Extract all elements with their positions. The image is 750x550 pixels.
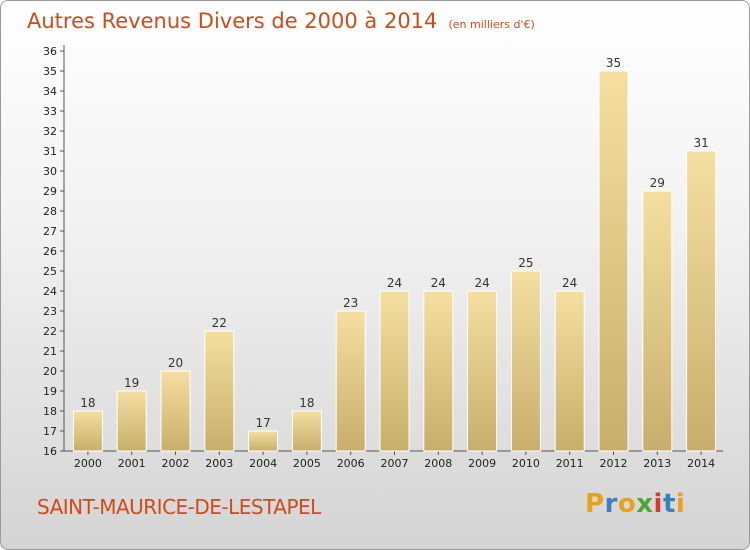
logo-letter: o bbox=[617, 489, 637, 519]
y-tick-label: 30 bbox=[43, 165, 57, 178]
y-tick-label: 23 bbox=[43, 305, 57, 318]
value-label-2013: 29 bbox=[650, 176, 665, 190]
x-tick-label-2009: 2009 bbox=[468, 457, 496, 470]
y-tick-label: 29 bbox=[43, 185, 57, 198]
x-tick-label-2011: 2011 bbox=[556, 457, 584, 470]
value-label-2007: 24 bbox=[387, 276, 402, 290]
y-tick-label: 33 bbox=[43, 105, 57, 118]
logo-letter: i bbox=[653, 489, 663, 519]
x-tick-label-2014: 2014 bbox=[687, 457, 715, 470]
value-label-2001: 19 bbox=[124, 376, 139, 390]
proxiti-logo: Proxiti bbox=[585, 489, 685, 519]
bar-2012 bbox=[598, 70, 629, 452]
x-tick-label-2006: 2006 bbox=[337, 457, 365, 470]
y-ticks: 16 17 18 19 20 21 22 23 24 25 26 27 28 29 30 31 32 33 34 35… bbox=[43, 45, 64, 458]
logo-letter: P bbox=[585, 489, 605, 519]
x-tick-label-2005: 2005 bbox=[293, 457, 321, 470]
x-tick-label-2004: 2004 bbox=[249, 457, 277, 470]
bar-2000 bbox=[72, 410, 103, 452]
value-label-2008: 24 bbox=[431, 276, 446, 290]
value-label-2012: 35 bbox=[606, 56, 621, 70]
value-label-2004: 17 bbox=[255, 416, 270, 430]
logo-letter: x bbox=[636, 489, 654, 519]
value-label-2006: 23 bbox=[343, 296, 358, 310]
y-tick-label: 17 bbox=[43, 425, 57, 438]
x-ticks: 2000 2001 2002 2003 2004 2005 2006 2007 2008 2009… bbox=[74, 451, 715, 470]
y-tick-label: 16 bbox=[43, 445, 57, 458]
bars bbox=[72, 70, 717, 452]
bar-2010 bbox=[510, 270, 541, 452]
logo-letter: t bbox=[662, 489, 676, 519]
bar-2009 bbox=[467, 290, 498, 452]
value-label-2003: 22 bbox=[212, 316, 227, 330]
y-tick-label: 20 bbox=[43, 365, 57, 378]
bar-2014 bbox=[686, 150, 717, 452]
value-label-2014: 31 bbox=[693, 136, 708, 150]
chart-subtitle: (en milliers d'€) bbox=[448, 18, 535, 31]
logo-letter: i bbox=[675, 489, 686, 519]
y-tick-label: 18 bbox=[43, 405, 57, 418]
x-tick-label-2000: 2000 bbox=[74, 457, 102, 470]
y-tick-label: 36 bbox=[43, 45, 57, 58]
x-tick-label-2010: 2010 bbox=[512, 457, 540, 470]
y-tick-label: 22 bbox=[43, 325, 57, 338]
x-tick-label-2002: 2002 bbox=[162, 457, 190, 470]
bar-2011 bbox=[554, 290, 585, 452]
y-tick-label: 24 bbox=[43, 285, 57, 298]
bar-2003 bbox=[204, 330, 235, 452]
y-tick-label: 28 bbox=[43, 205, 57, 218]
x-tick-label-2008: 2008 bbox=[424, 457, 452, 470]
bar-2002 bbox=[160, 370, 191, 452]
logo-letter: r bbox=[604, 489, 618, 519]
bar-2001 bbox=[116, 390, 147, 452]
value-label-2011: 24 bbox=[562, 276, 577, 290]
value-label-2000: 18 bbox=[80, 396, 95, 410]
town-name: SAINT-MAURICE-DE-LESTAPEL bbox=[37, 495, 321, 519]
x-tick-label-2007: 2007 bbox=[381, 457, 409, 470]
y-tick-label: 32 bbox=[43, 125, 57, 138]
bar-2005 bbox=[291, 410, 322, 452]
bar-2007 bbox=[379, 290, 410, 452]
y-tick-label: 19 bbox=[43, 385, 57, 398]
x-tick-label-2012: 2012 bbox=[600, 457, 628, 470]
y-tick-label: 34 bbox=[43, 85, 57, 98]
value-label-2005: 18 bbox=[299, 396, 314, 410]
y-tick-label: 25 bbox=[43, 265, 57, 278]
y-tick-label: 26 bbox=[43, 245, 57, 258]
y-tick-label: 35 bbox=[43, 65, 57, 78]
bar-2013 bbox=[642, 190, 673, 452]
value-label-2010: 25 bbox=[518, 256, 533, 270]
x-tick-label-2001: 2001 bbox=[118, 457, 146, 470]
y-tick-label: 21 bbox=[43, 345, 57, 358]
x-tick-label-2003: 2003 bbox=[205, 457, 233, 470]
y-tick-label: 27 bbox=[43, 225, 57, 238]
y-tick-label: 31 bbox=[43, 145, 57, 158]
chart-header: Autres Revenus Divers de 2000 à 2014 (en… bbox=[27, 9, 535, 33]
value-label-2009: 24 bbox=[474, 276, 489, 290]
chart-title: Autres Revenus Divers de 2000 à 2014 bbox=[27, 9, 438, 33]
value-labels: 18 19 20 22 17 18 23 24 24 24 25 24 35 29 31 bbox=[80, 56, 708, 430]
bar-2006 bbox=[335, 310, 366, 452]
bar-2008 bbox=[423, 290, 454, 452]
bar-2004 bbox=[248, 430, 279, 452]
value-label-2002: 20 bbox=[168, 356, 183, 370]
x-tick-label-2013: 2013 bbox=[643, 457, 671, 470]
